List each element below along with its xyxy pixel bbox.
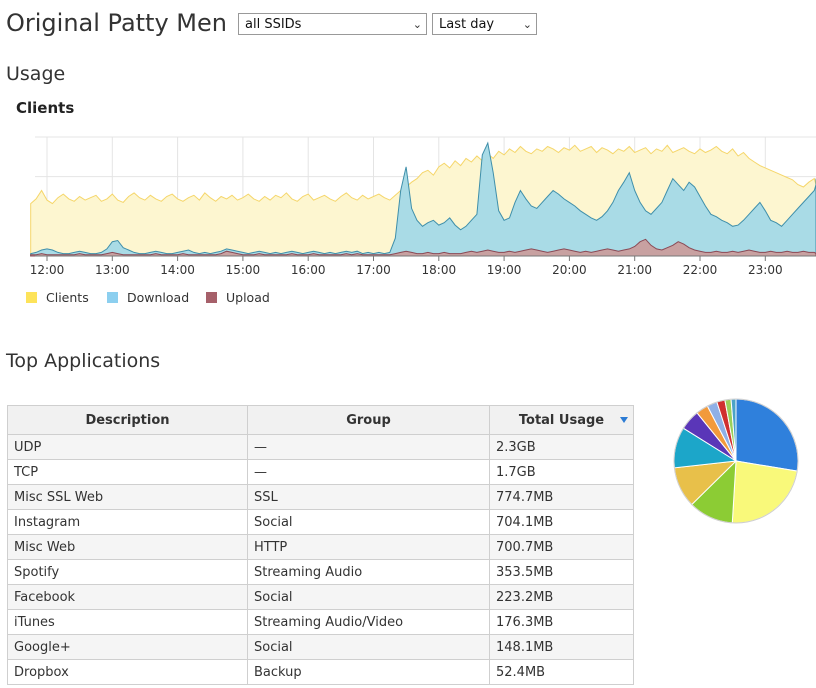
cell-group: Streaming Audio/Video bbox=[247, 609, 490, 635]
x-tick-label: 14:00 bbox=[160, 263, 195, 277]
cell-usage: 353.5MB bbox=[489, 559, 634, 585]
time-range-select[interactable]: Last day ⌄ bbox=[432, 13, 537, 35]
x-tick-label: 15:00 bbox=[226, 263, 261, 277]
page-title: Original Patty Men bbox=[6, 9, 227, 37]
column-header-total-usage-label: Total Usage bbox=[518, 412, 605, 428]
table-row[interactable]: Instagram Social 704.1MB bbox=[7, 509, 634, 535]
table-row[interactable]: Facebook Social 223.2MB bbox=[7, 584, 634, 610]
legend-swatch-download bbox=[107, 292, 118, 303]
table-row[interactable]: Dropbox Backup 52.4MB bbox=[7, 659, 634, 685]
pie-slice bbox=[731, 460, 798, 524]
cell-usage: 774.7MB bbox=[489, 484, 634, 510]
legend-clients[interactable]: Clients bbox=[26, 290, 89, 305]
legend-swatch-upload bbox=[206, 292, 217, 303]
cell-group: Social bbox=[247, 584, 490, 610]
top-applications-table: Description Group Total Usage UDP —2.3GB … bbox=[7, 405, 634, 685]
pie-outline bbox=[673, 398, 799, 524]
x-tick-label: 17:00 bbox=[356, 263, 391, 277]
legend-label-download: Download bbox=[127, 290, 190, 305]
table-row[interactable]: Google+ Social 148.1MB bbox=[7, 634, 634, 660]
cell-description: Spotify bbox=[7, 559, 248, 585]
time-range-select-value: Last day bbox=[439, 17, 495, 32]
cell-group: — bbox=[247, 434, 490, 460]
cell-description: Instagram bbox=[7, 509, 248, 535]
usage-pie-chart bbox=[673, 398, 799, 524]
pie-slice bbox=[735, 398, 799, 472]
cell-description: Dropbox bbox=[7, 659, 248, 685]
clients-chart-title: Clients bbox=[16, 99, 75, 117]
cell-usage: 176.3MB bbox=[489, 609, 634, 635]
cell-group: Backup bbox=[247, 659, 490, 685]
column-header-total-usage[interactable]: Total Usage bbox=[489, 405, 634, 435]
cell-description: Google+ bbox=[7, 634, 248, 660]
x-tick-label: 18:00 bbox=[422, 263, 457, 277]
table-row[interactable]: Misc Web HTTP 700.7MB bbox=[7, 534, 634, 560]
legend-swatch-clients bbox=[26, 292, 37, 303]
upload-area bbox=[30, 238, 816, 257]
x-tick-label: 20:00 bbox=[552, 263, 587, 277]
cell-description: iTunes bbox=[7, 609, 248, 635]
cell-usage: 52.4MB bbox=[489, 659, 634, 685]
top-applications-title: Top Applications bbox=[6, 350, 161, 372]
table-header-row: Description Group Total Usage bbox=[7, 405, 634, 435]
x-tick-label: 12:00 bbox=[30, 263, 65, 277]
cell-group: Social bbox=[247, 634, 490, 660]
usage-chart: 12:00 13:00 14:00 15:00 16:00 17:00 18:00 19:00… bbox=[30, 136, 816, 277]
table-row[interactable]: Misc SSL Web SSL 774.7MB bbox=[7, 484, 634, 510]
cell-group: Streaming Audio bbox=[247, 559, 490, 585]
cell-description: Facebook bbox=[7, 584, 248, 610]
legend-upload[interactable]: Upload bbox=[206, 290, 270, 305]
table-row[interactable]: UDP —2.3GB bbox=[7, 434, 634, 460]
chevron-down-icon: ⌄ bbox=[412, 18, 422, 31]
table-row[interactable]: TCP —1.7GB bbox=[7, 459, 634, 485]
cell-usage: 223.2MB bbox=[489, 584, 634, 610]
legend-label-upload: Upload bbox=[226, 290, 270, 305]
cell-usage: 704.1MB bbox=[489, 509, 634, 535]
table-row[interactable]: Spotify Streaming Audio 353.5MB bbox=[7, 559, 634, 585]
cell-description: UDP bbox=[7, 434, 248, 460]
cell-description: Misc SSL Web bbox=[7, 484, 248, 510]
x-tick-label: 16:00 bbox=[291, 263, 326, 277]
cell-group: Social bbox=[247, 509, 490, 535]
download-area bbox=[30, 141, 816, 257]
sort-descending-icon bbox=[620, 417, 628, 423]
usage-section-title: Usage bbox=[6, 63, 66, 85]
column-header-group[interactable]: Group bbox=[247, 405, 490, 435]
legend-download[interactable]: Download bbox=[107, 290, 189, 305]
x-axis-ticks: 12:00 13:00 14:00 15:00 16:00 17:00 18:00 19:00… bbox=[30, 256, 783, 277]
x-tick-label: 23:00 bbox=[748, 263, 783, 277]
ssid-select[interactable]: all SSIDs ⌄ bbox=[238, 13, 427, 35]
column-header-description[interactable]: Description bbox=[7, 405, 248, 435]
x-tick-label: 13:00 bbox=[95, 263, 130, 277]
x-tick-label: 22:00 bbox=[683, 263, 718, 277]
cell-usage: 700.7MB bbox=[489, 534, 634, 560]
cell-group: — bbox=[247, 459, 490, 485]
cell-group: SSL bbox=[247, 484, 490, 510]
cell-description: Misc Web bbox=[7, 534, 248, 560]
ssid-select-value: all SSIDs bbox=[245, 17, 302, 32]
cell-usage: 1.7GB bbox=[489, 459, 634, 485]
x-tick-label: 21:00 bbox=[617, 263, 652, 277]
legend-label-clients: Clients bbox=[46, 290, 89, 305]
chevron-down-icon: ⌄ bbox=[522, 18, 532, 31]
x-tick-label: 19:00 bbox=[487, 263, 522, 277]
cell-usage: 2.3GB bbox=[489, 434, 634, 460]
cell-usage: 148.1MB bbox=[489, 634, 634, 660]
cell-description: TCP bbox=[7, 459, 248, 485]
table-row[interactable]: iTunes Streaming Audio/Video 176.3MB bbox=[7, 609, 634, 635]
cell-group: HTTP bbox=[247, 534, 490, 560]
